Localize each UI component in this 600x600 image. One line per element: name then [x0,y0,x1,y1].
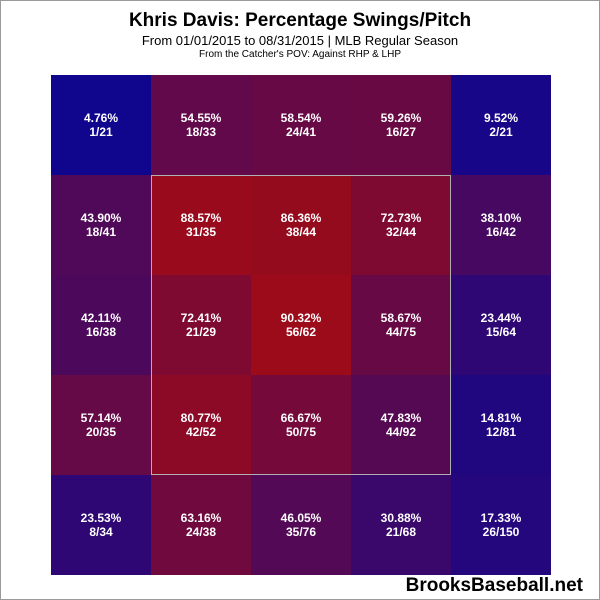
heatmap-cell: 72.41% 21/29 [151,275,251,375]
cell-percentage: 57.14% [80,411,122,425]
cell-percentage: 86.36% [280,211,322,225]
cell-percentage: 72.41% [180,311,222,325]
brand-footer: BrooksBaseball.net [405,575,583,596]
heatmap-cell: 17.33% 26/150 [451,475,551,575]
cell-count: 18/33 [185,125,217,139]
cell-percentage: 58.67% [380,311,422,325]
cell-count: 8/34 [89,525,113,539]
chart-caption: From the Catcher's POV: Against RHP & LH… [199,49,401,60]
heatmap-cell: 72.73% 32/44 [351,175,451,275]
cell-count: 1/21 [89,125,113,139]
cell-count: 24/41 [285,125,317,139]
cell-percentage: 66.67% [280,411,322,425]
cell-count: 50/75 [285,425,317,439]
cell-percentage: 42.11% [80,311,122,325]
cell-count: 12/81 [485,425,517,439]
heatmap-cell: 42.11% 16/38 [51,275,151,375]
heatmap-cell: 23.53% 8/34 [51,475,151,575]
cell-count: 38/44 [285,225,317,239]
cell-count: 15/64 [485,325,517,339]
cell-count: 20/35 [85,425,117,439]
heatmap-cell: 14.81% 12/81 [451,375,551,475]
cell-percentage: 9.52% [483,111,519,125]
cell-percentage: 88.57% [180,211,222,225]
heatmap-cell: 30.88% 21/68 [351,475,451,575]
cell-count: 21/29 [185,325,217,339]
chart-title: Khris Davis: Percentage Swings/Pitch [128,10,472,31]
cell-percentage: 58.54% [280,111,322,125]
cell-count: 32/44 [385,225,417,239]
heatmap-cell: 63.16% 24/38 [151,475,251,575]
cell-count: 31/35 [185,225,217,239]
heatmap-cell: 43.90% 18/41 [51,175,151,275]
heatmap-cell: 46.05% 35/76 [251,475,351,575]
cell-percentage: 17.33% [480,511,522,525]
chart-subtitle: From 01/01/2015 to 08/31/2015 | MLB Regu… [141,33,459,48]
heatmap-cell: 86.36% 38/44 [251,175,351,275]
cell-count: 44/92 [385,425,417,439]
cell-count: 2/21 [489,125,513,139]
heatmap-cell: 58.67% 44/75 [351,275,451,375]
heatmap-grid: 4.76% 1/21 54.55% 18/33 58.54% 24/41 59.26% 16/… [51,75,551,575]
cell-count: 18/41 [85,225,117,239]
heatmap-cell: 88.57% 31/35 [151,175,251,275]
cell-count: 35/76 [285,525,317,539]
cell-percentage: 23.53% [80,511,122,525]
cell-count: 42/52 [185,425,217,439]
cell-percentage: 90.32% [280,311,322,325]
cell-count: 16/27 [385,125,417,139]
heatmap-cell: 38.10% 16/42 [451,175,551,275]
cell-count: 16/42 [485,225,517,239]
cell-percentage: 46.05% [280,511,322,525]
cell-percentage: 30.88% [380,511,422,525]
cell-percentage: 4.76% [83,111,119,125]
heatmap-cell: 54.55% 18/33 [151,75,251,175]
heatmap-cell: 57.14% 20/35 [51,375,151,475]
cell-percentage: 59.26% [380,111,422,125]
heatmap-cell: 47.83% 44/92 [351,375,451,475]
cell-percentage: 63.16% [180,511,222,525]
heatmap-cell: 4.76% 1/21 [51,75,151,175]
heatmap-cell: 80.77% 42/52 [151,375,251,475]
cell-percentage: 23.44% [480,311,522,325]
cell-count: 21/68 [385,525,417,539]
cell-count: 26/150 [482,525,520,539]
cell-count: 44/75 [385,325,417,339]
cell-count: 16/38 [85,325,117,339]
cell-count: 56/62 [285,325,317,339]
heatmap-cell: 90.32% 56/62 [251,275,351,375]
heatmap-cell: 59.26% 16/27 [351,75,451,175]
heatmap-cell: 58.54% 24/41 [251,75,351,175]
cell-percentage: 47.83% [380,411,422,425]
cell-percentage: 80.77% [180,411,222,425]
cell-percentage: 14.81% [480,411,522,425]
cell-percentage: 72.73% [380,211,422,225]
cell-count: 24/38 [185,525,217,539]
cell-percentage: 43.90% [80,211,122,225]
cell-percentage: 38.10% [480,211,522,225]
heatmap-cell: 23.44% 15/64 [451,275,551,375]
heatmap-cell: 66.67% 50/75 [251,375,351,475]
heatmap-cell: 9.52% 2/21 [451,75,551,175]
cell-percentage: 54.55% [180,111,222,125]
